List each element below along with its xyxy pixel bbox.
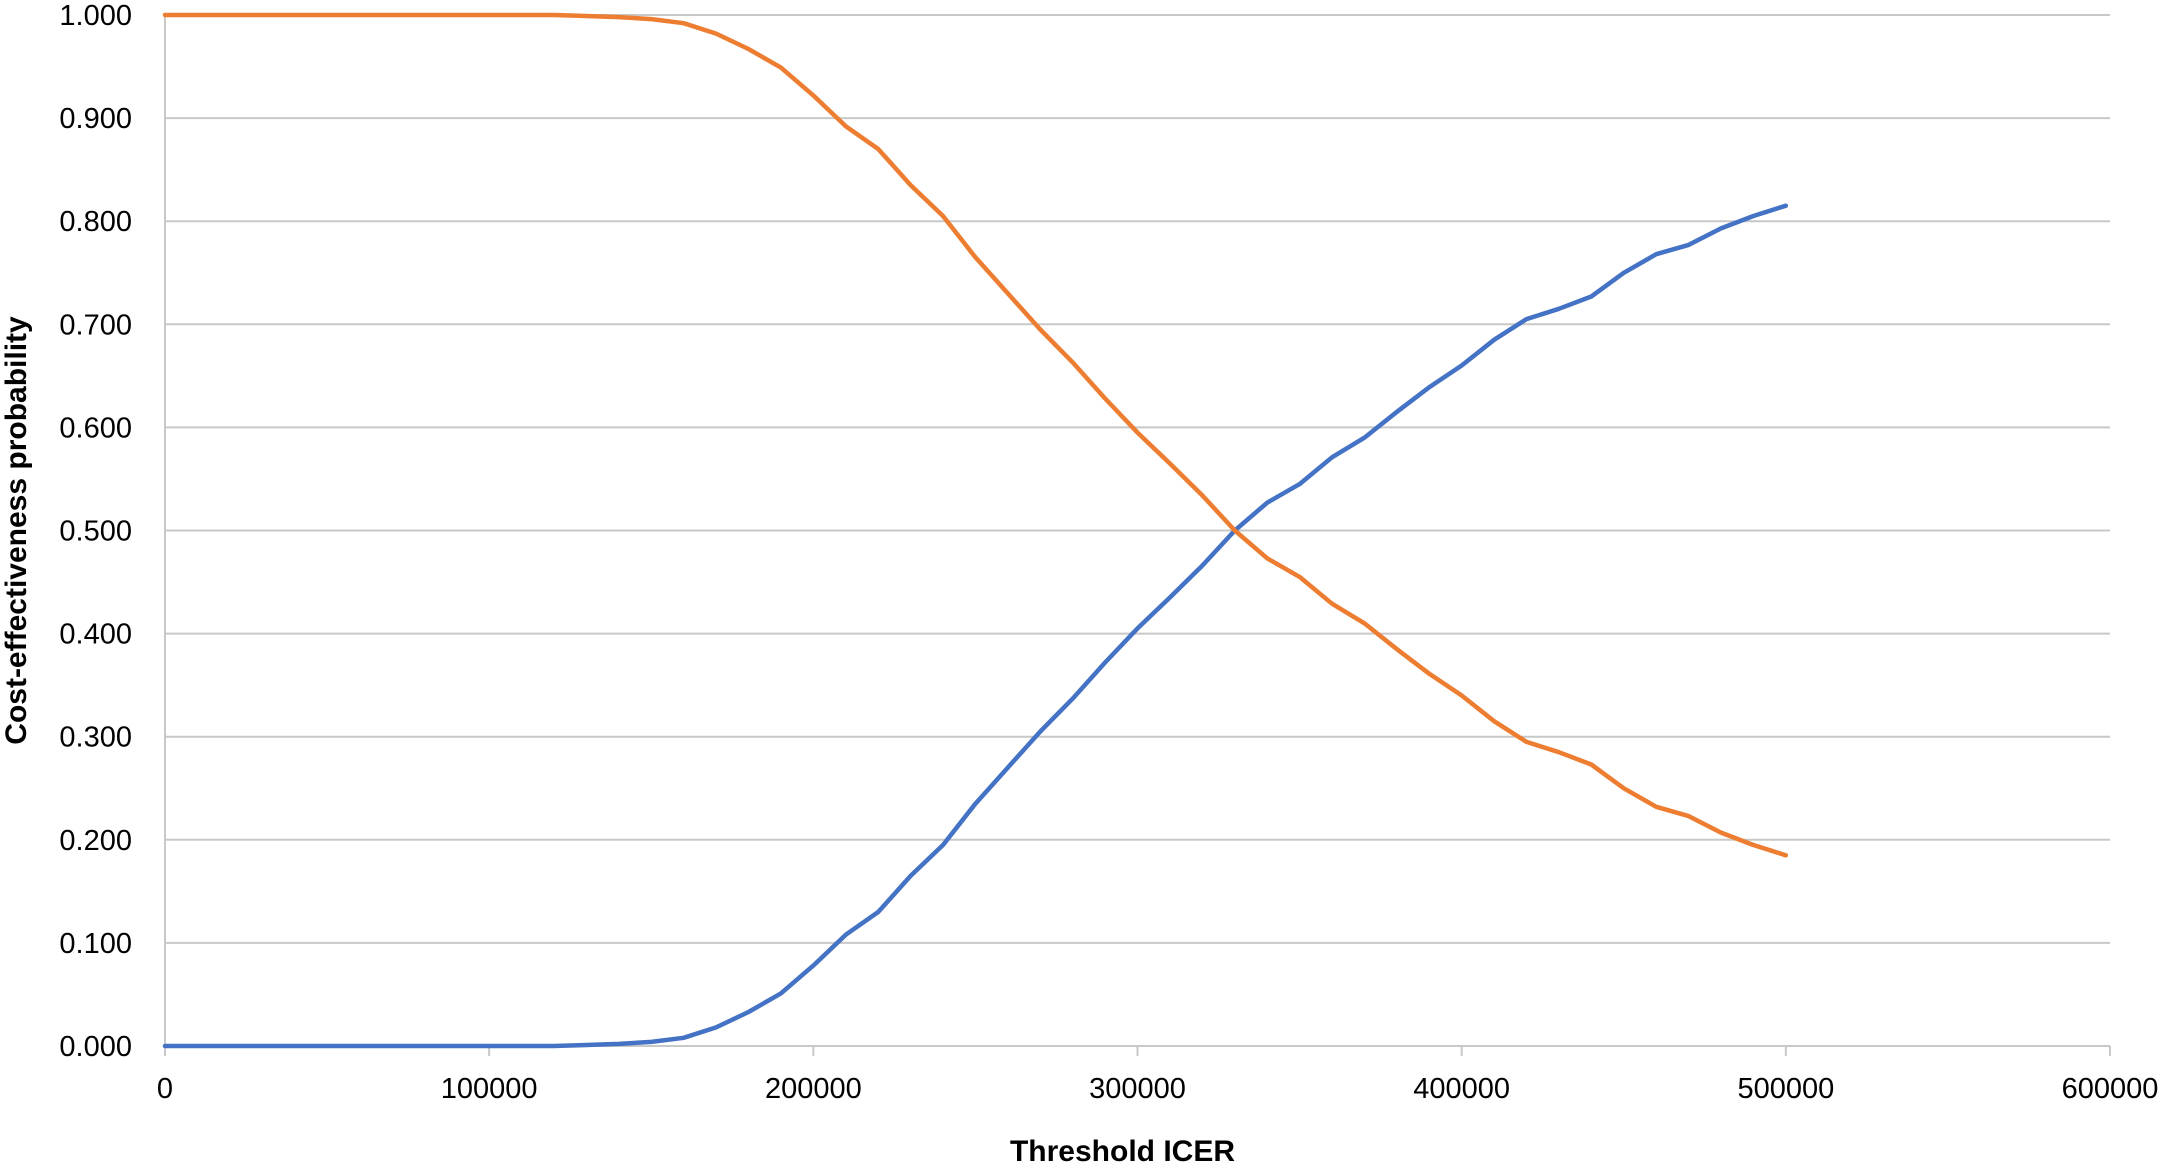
y-tick-label: 0.300 <box>59 722 132 754</box>
y-tick-label: 0.600 <box>59 412 132 444</box>
y-tick-label: 1.000 <box>59 0 132 32</box>
y-tick-labels: 0.000 0.100 0.200 0.300 0.400 0.500 0.600 0.700… <box>59 0 132 1063</box>
y-tick-label: 0.100 <box>59 928 132 960</box>
series-line-2 <box>162 12 1789 858</box>
x-tick-label: 600000 <box>2062 1073 2159 1105</box>
x-tick-label: 200000 <box>765 1073 862 1105</box>
x-axis-title: Threshold ICER <box>1010 1135 1235 1164</box>
gridlines <box>165 14 2110 944</box>
x-tick-label: 500000 <box>1737 1073 1834 1105</box>
y-tick-label: 0.500 <box>59 516 132 548</box>
y-tick-label: 0.900 <box>59 103 132 135</box>
x-tick-label: 300000 <box>1089 1073 1186 1105</box>
y-tick-label: 0.700 <box>59 309 132 341</box>
y-tick-label: 0.800 <box>59 206 132 238</box>
series-line-1 <box>162 203 1789 1049</box>
y-tick-label: 0.400 <box>59 619 132 651</box>
y-axis-title: Cost-effectiveness probability <box>0 316 33 745</box>
x-tick-label: 400000 <box>1413 1073 1510 1105</box>
y-tick-label: 0.000 <box>59 1031 132 1063</box>
y-tick-label: 0.200 <box>59 825 132 857</box>
x-tick-label: 100000 <box>441 1073 538 1105</box>
x-tick-labels: 0 100000 200000 300000 400000 500000 600000 <box>157 1073 2158 1105</box>
axes <box>164 15 2111 1056</box>
x-tick-label: 0 <box>157 1073 173 1105</box>
data-series <box>162 12 1789 1049</box>
